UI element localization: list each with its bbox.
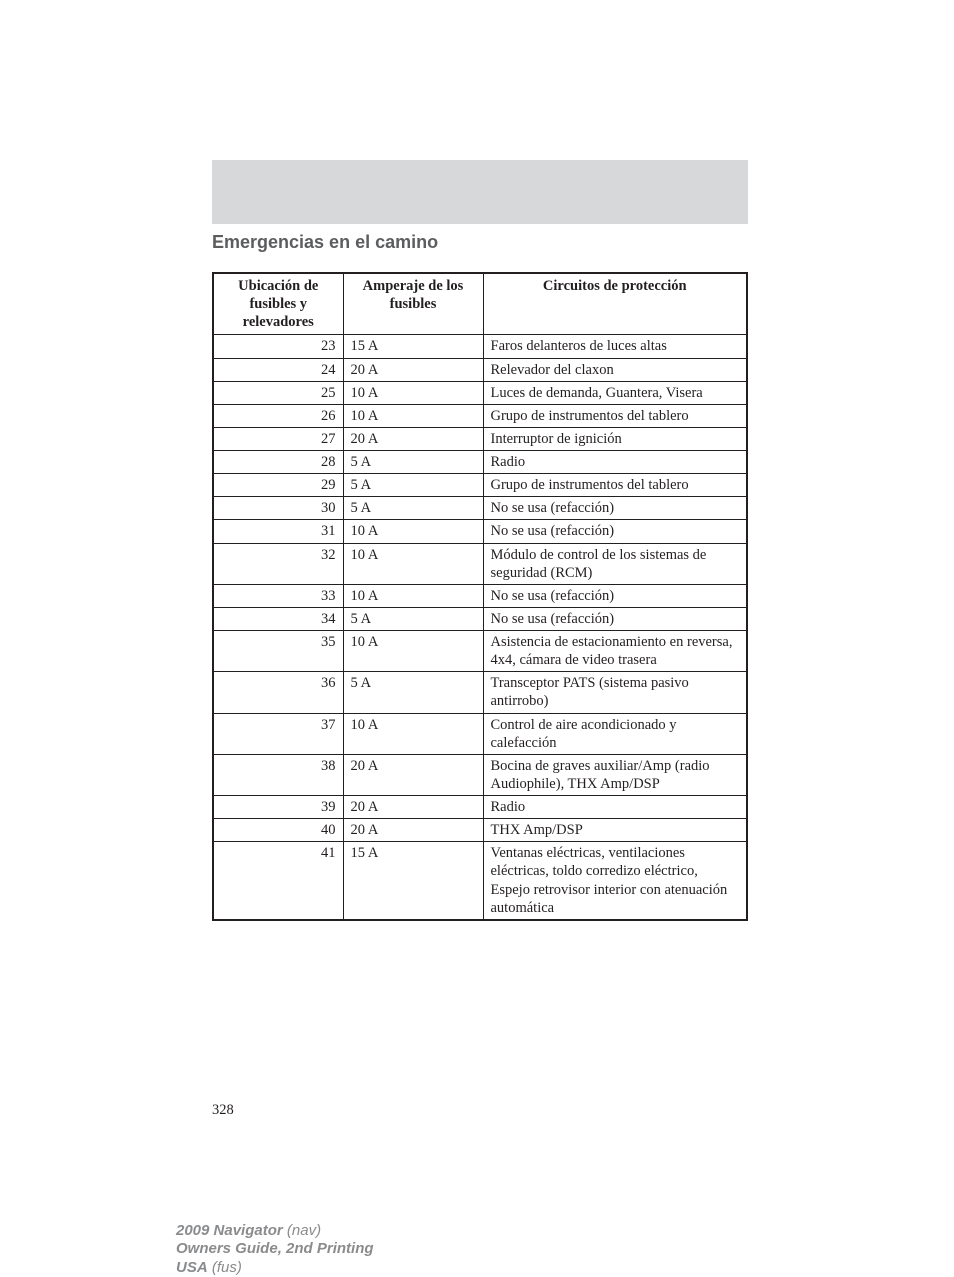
fuse-table-body: 2315 AFaros delanteros de luces altas 24… [213,335,747,920]
cell-desc: Faros delanteros de luces altas [483,335,747,358]
table-row: 2610 AGrupo de instrumentos del tablero [213,404,747,427]
footer-block: 2009 Navigator (nav) Owners Guide, 2nd P… [176,1222,374,1277]
cell-location: 37 [213,713,343,754]
cell-location: 39 [213,796,343,819]
cell-location: 35 [213,631,343,672]
cell-amperage: 10 A [343,404,483,427]
cell-amperage: 15 A [343,842,483,920]
cell-amperage: 10 A [343,381,483,404]
table-row: 2510 ALuces de demanda, Guantera, Visera [213,381,747,404]
cell-location: 29 [213,474,343,497]
table-header-row: Ubicación de fusibles y relevadores Ampe… [213,273,747,335]
cell-amperage: 10 A [343,631,483,672]
table-row: 2420 ARelevador del claxon [213,358,747,381]
cell-desc: Luces de demanda, Guantera, Visera [483,381,747,404]
cell-location: 28 [213,451,343,474]
fuse-table-container: Ubicación de fusibles y relevadores Ampe… [212,272,748,921]
table-row: 3820 ABocina de graves auxiliar/Amp (rad… [213,754,747,795]
footer-line-1: 2009 Navigator (nav) [176,1222,374,1240]
cell-amperage: 5 A [343,451,483,474]
footer-fus-code: (fus) [208,1259,242,1276]
col-header-amperage: Amperaje de los fusibles [343,273,483,335]
cell-desc: Grupo de instrumentos del tablero [483,404,747,427]
table-row: 4115 AVentanas eléctricas, ventilaciones… [213,842,747,920]
cell-amperage: 5 A [343,607,483,630]
col-header-location: Ubicación de fusibles y relevadores [213,273,343,335]
cell-amperage: 20 A [343,427,483,450]
cell-desc: Asistencia de estacionamiento en reversa… [483,631,747,672]
cell-location: 30 [213,497,343,520]
table-row: 2720 AInterruptor de ignición [213,427,747,450]
manual-page: Emergencias en el camino Ubicación de fu… [0,0,954,1235]
cell-location: 36 [213,672,343,713]
footer-line-2: Owners Guide, 2nd Printing [176,1240,374,1258]
cell-location: 25 [213,381,343,404]
cell-desc: Bocina de graves auxiliar/Amp (radio Aud… [483,754,747,795]
footer-model: 2009 Navigator [176,1222,283,1239]
table-row: 365 ATransceptor PATS (sistema pasivo an… [213,672,747,713]
cell-amperage: 15 A [343,335,483,358]
cell-location: 31 [213,520,343,543]
cell-amperage: 10 A [343,543,483,584]
table-row: 3110 ANo se usa (refacción) [213,520,747,543]
cell-location: 40 [213,819,343,842]
cell-desc: No se usa (refacción) [483,607,747,630]
cell-location: 34 [213,607,343,630]
footer-region: USA [176,1259,208,1276]
cell-amperage: 5 A [343,474,483,497]
cell-desc: THX Amp/DSP [483,819,747,842]
cell-location: 41 [213,842,343,920]
table-row: 4020 ATHX Amp/DSP [213,819,747,842]
cell-amperage: 10 A [343,584,483,607]
cell-amperage: 20 A [343,819,483,842]
cell-location: 26 [213,404,343,427]
footer-line-3: USA (fus) [176,1259,374,1277]
cell-location: 38 [213,754,343,795]
table-row: 295 AGrupo de instrumentos del tablero [213,474,747,497]
table-row: 285 ARadio [213,451,747,474]
table-row: 3710 AControl de aire acondicionado y ca… [213,713,747,754]
cell-amperage: 10 A [343,713,483,754]
cell-desc: Transceptor PATS (sistema pasivo antirro… [483,672,747,713]
cell-location: 27 [213,427,343,450]
cell-desc: Radio [483,796,747,819]
cell-desc: Relevador del claxon [483,358,747,381]
cell-desc: No se usa (refacción) [483,584,747,607]
table-row: 305 ANo se usa (refacción) [213,497,747,520]
cell-location: 23 [213,335,343,358]
cell-desc: Interruptor de ignición [483,427,747,450]
cell-desc: Ventanas eléctricas, ventilaciones eléct… [483,842,747,920]
page-number: 328 [212,1102,234,1119]
table-row: 3210 AMódulo de control de los sistemas … [213,543,747,584]
cell-desc: Radio [483,451,747,474]
table-row: 2315 AFaros delanteros de luces altas [213,335,747,358]
header-band [212,160,748,224]
cell-location: 33 [213,584,343,607]
cell-location: 24 [213,358,343,381]
cell-amperage: 10 A [343,520,483,543]
section-heading: Emergencias en el camino [212,232,438,253]
cell-amperage: 20 A [343,796,483,819]
cell-desc: Grupo de instrumentos del tablero [483,474,747,497]
cell-amperage: 20 A [343,754,483,795]
table-row: 3310 ANo se usa (refacción) [213,584,747,607]
col-header-circuits: Circuitos de protección [483,273,747,335]
table-row: 3920 ARadio [213,796,747,819]
cell-desc: No se usa (refacción) [483,497,747,520]
footer-nav-code: (nav) [283,1222,321,1239]
cell-location: 32 [213,543,343,584]
cell-desc: No se usa (refacción) [483,520,747,543]
cell-desc: Control de aire acondicionado y calefacc… [483,713,747,754]
table-row: 345 ANo se usa (refacción) [213,607,747,630]
cell-desc: Módulo de control de los sistemas de seg… [483,543,747,584]
table-row: 3510 AAsistencia de estacionamiento en r… [213,631,747,672]
cell-amperage: 5 A [343,672,483,713]
cell-amperage: 5 A [343,497,483,520]
cell-amperage: 20 A [343,358,483,381]
fuse-table: Ubicación de fusibles y relevadores Ampe… [212,272,748,921]
